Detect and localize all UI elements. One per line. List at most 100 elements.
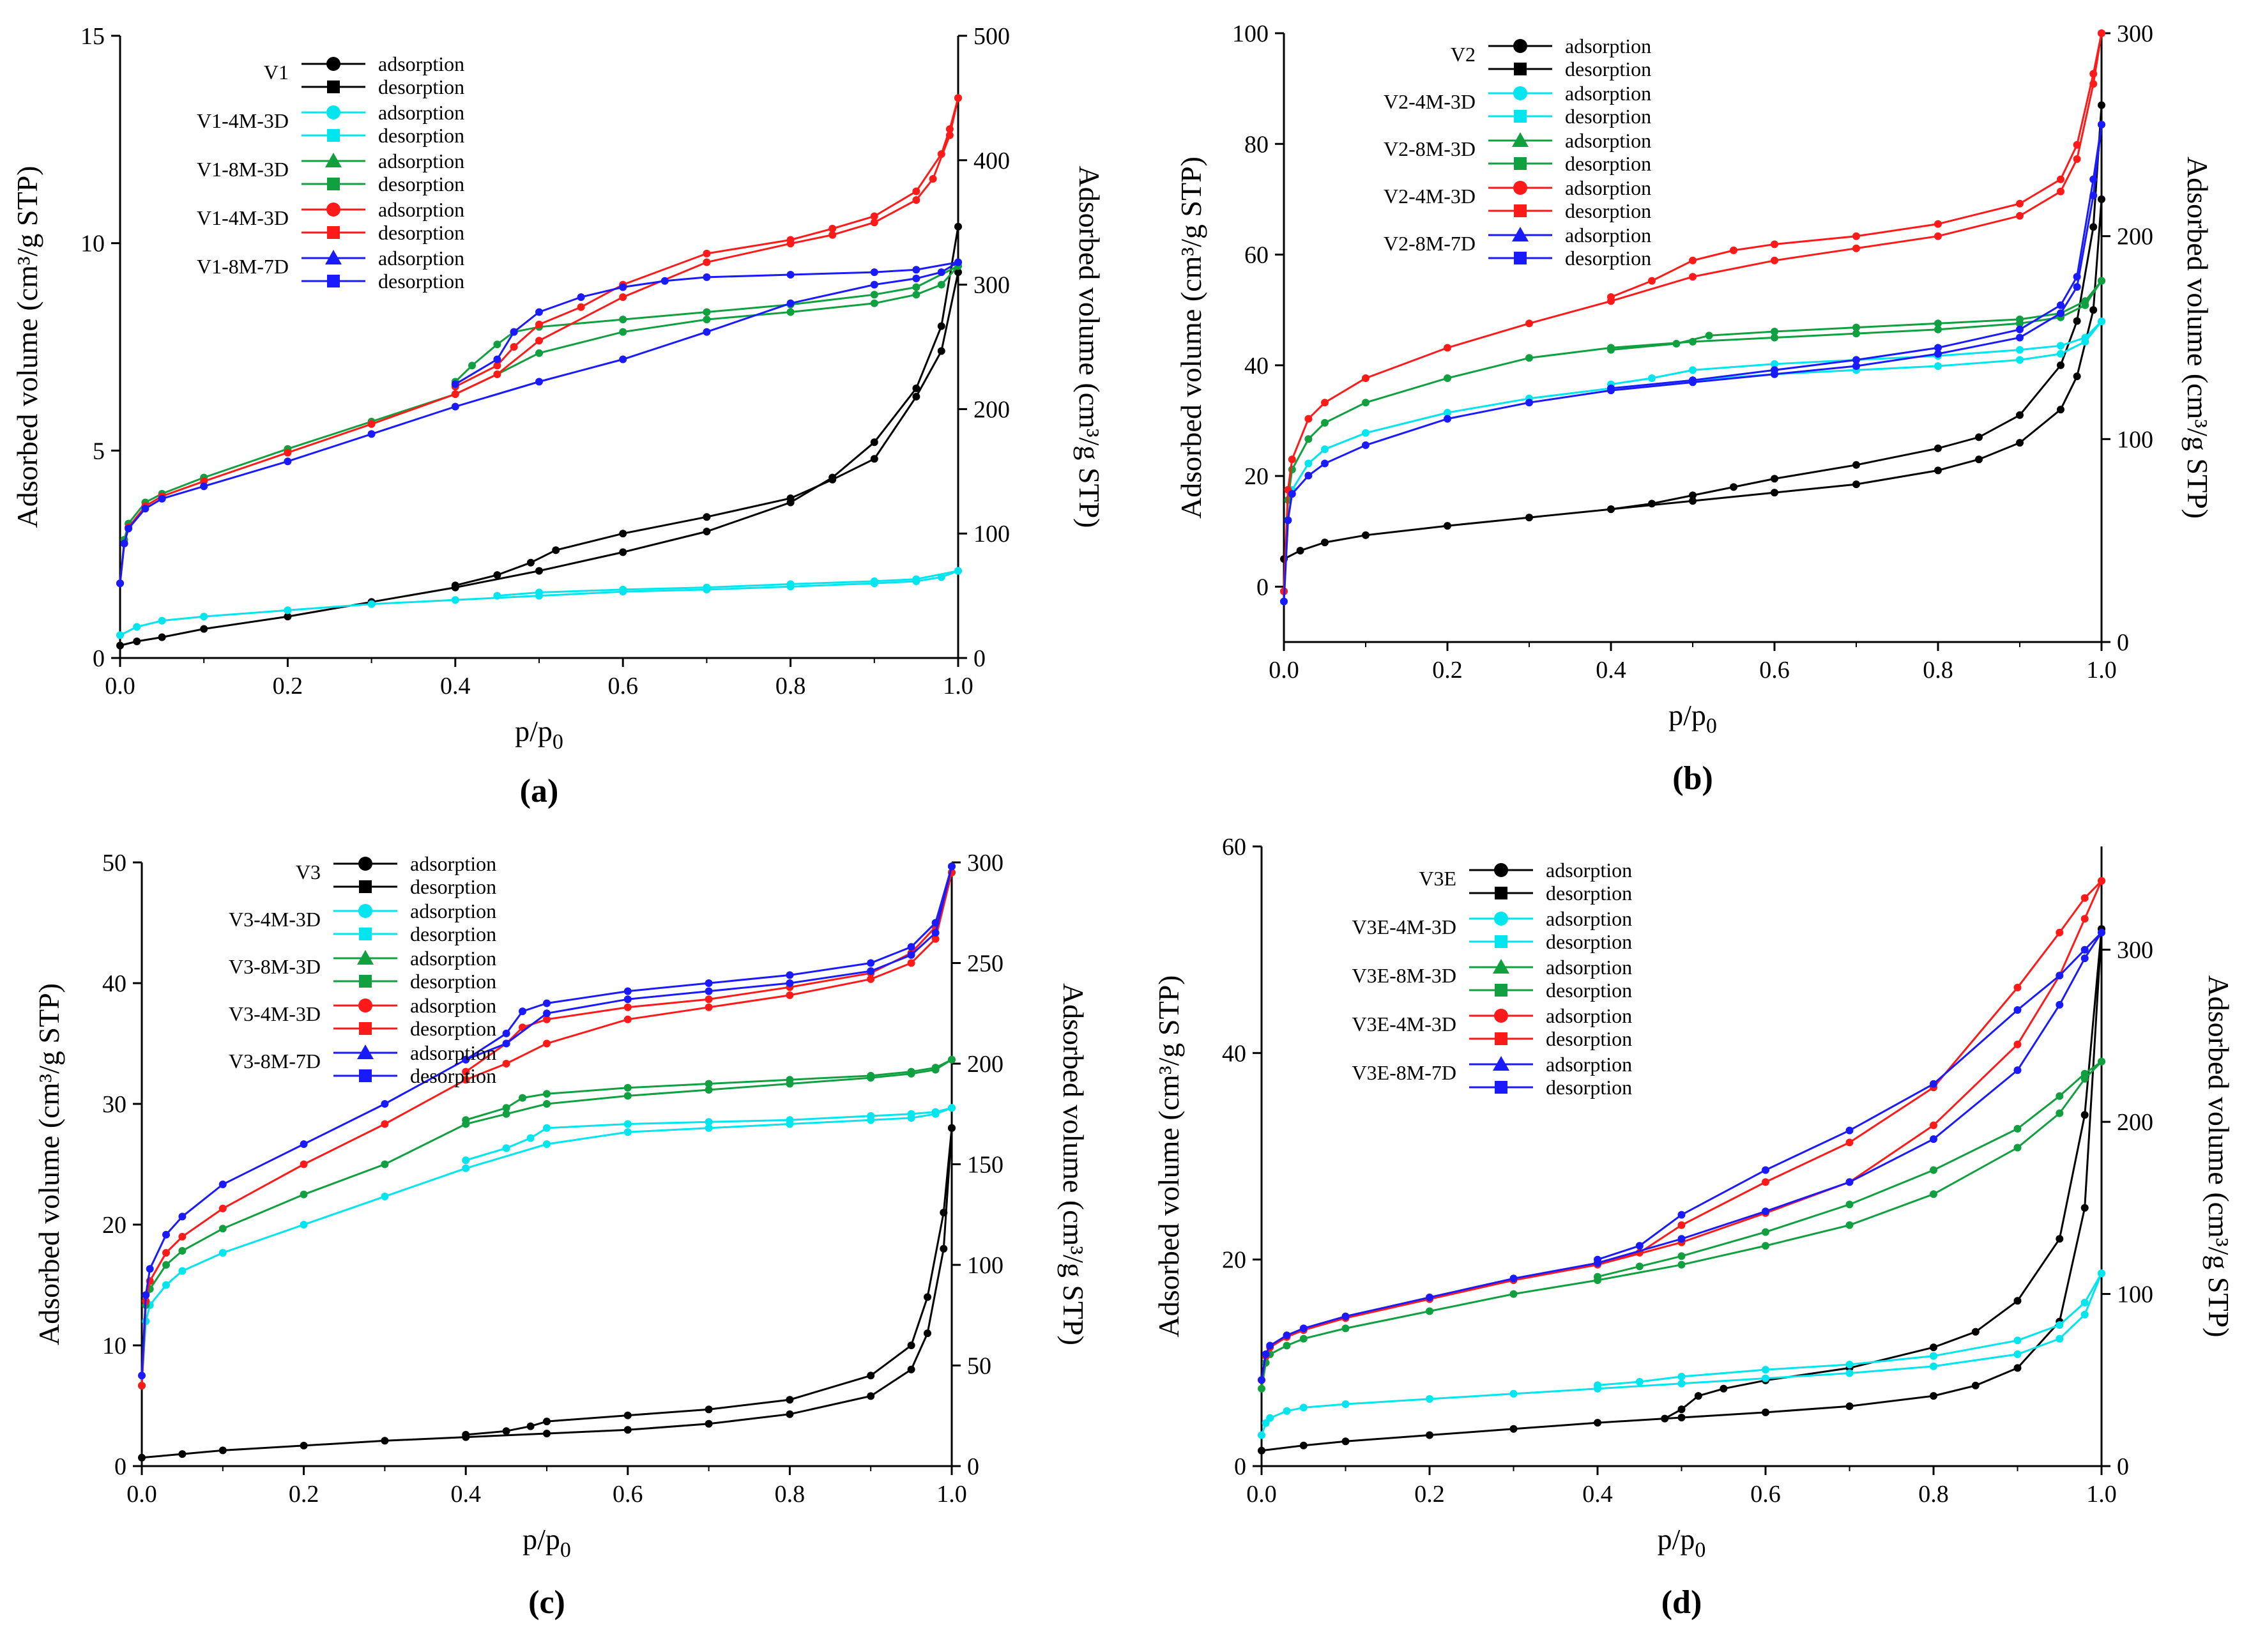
legend-des-label: desorption — [1546, 930, 1632, 953]
des-point — [912, 575, 920, 583]
ads-point — [2016, 356, 2024, 364]
des-curve — [465, 872, 953, 1073]
des-point — [948, 1055, 956, 1064]
ads-point — [1771, 256, 1778, 264]
des-point — [1852, 356, 1860, 364]
ads-point — [381, 1120, 389, 1128]
x-axis-title-subscript: 0 — [553, 730, 563, 754]
des-point — [1607, 293, 1615, 301]
ads-point — [451, 402, 459, 411]
legend-des-label: desorption — [1565, 247, 1651, 270]
ads-point — [1258, 1446, 1265, 1455]
ads-point — [141, 505, 149, 513]
ads-point — [116, 579, 124, 588]
x-tick-label: 0.0 — [1269, 657, 1299, 684]
ads-point — [1930, 1121, 1937, 1129]
ads-point — [1321, 399, 1329, 407]
legend-sample-name: V1 — [264, 61, 289, 84]
x-tick-label: 1.0 — [2086, 1481, 2117, 1508]
des-point — [577, 293, 585, 302]
y-right-tick-label: 200 — [967, 1051, 1003, 1078]
x-axis-title-subscript: 0 — [1706, 714, 1717, 738]
ads-curve — [1260, 931, 2103, 1380]
des-point — [510, 328, 518, 336]
des-point — [2089, 70, 2098, 78]
des-point — [543, 1418, 551, 1426]
des-point — [526, 558, 535, 567]
y-left-tick-label: 100 — [1232, 20, 1269, 47]
ads-point — [535, 378, 543, 386]
des-curve — [1597, 1060, 2102, 1278]
panel-label: (c) — [528, 1584, 565, 1621]
ads-point — [1426, 1431, 1433, 1439]
ads-point — [1284, 516, 1292, 524]
legend-des-label: desorption — [410, 1017, 496, 1040]
des-point — [2016, 325, 2024, 333]
x-axis-title: p/p0 — [523, 1523, 571, 1562]
legend-sample-name: V3E-8M-7D — [1352, 1061, 1456, 1084]
des-point — [535, 320, 543, 328]
chart-panel-a: 0.0 0.2 0.4 0.6 0.8 1.00510150100200300400500… — [11, 23, 1106, 809]
ads-point — [178, 1212, 187, 1221]
des-point — [2089, 175, 2098, 183]
des-point — [1762, 1178, 1769, 1186]
ads-point — [1280, 597, 1288, 606]
des-point — [1845, 1361, 1854, 1368]
ads-point — [1341, 1437, 1350, 1446]
legend-ads-label: adsorption — [1565, 34, 1651, 57]
ads-point — [1930, 1190, 1937, 1198]
legend-des-marker — [1495, 1032, 1507, 1045]
legend-ads-marker — [1512, 227, 1529, 241]
des-point — [2056, 1235, 2064, 1243]
ads-point — [2016, 211, 2024, 220]
ads-point — [200, 482, 208, 491]
y-axis-title-right: Adsorbed volume (cm³/g STP) — [2202, 975, 2235, 1337]
des-point — [1930, 1166, 1937, 1174]
des-curve — [466, 1128, 953, 1436]
ads-point — [1321, 445, 1329, 454]
legend-des-label: desorption — [1546, 979, 1632, 1002]
ads-point — [200, 625, 208, 633]
ads-point — [929, 175, 937, 183]
ads-point — [1934, 325, 1942, 333]
ads-point — [1934, 362, 1942, 370]
legend-des-label: desorption — [1546, 882, 1632, 905]
x-tick-label: 0.2 — [1414, 1481, 1445, 1508]
legend-des-marker — [327, 80, 340, 93]
x-tick-label: 0.6 — [607, 673, 638, 700]
des-curve — [1610, 280, 2103, 351]
series-v3e — [1258, 925, 2105, 1455]
x-tick-label: 0.6 — [1759, 657, 1790, 684]
des-point — [510, 343, 518, 351]
legend-sample-name: V1-4M-3D — [197, 206, 289, 229]
ads-point — [2013, 1350, 2022, 1358]
des-point — [526, 1134, 535, 1142]
x-axis-title: p/p0 — [1658, 1523, 1706, 1562]
ads-point — [867, 967, 875, 975]
legend-des-marker — [327, 275, 340, 287]
legend-ads-marker — [1493, 1056, 1509, 1071]
ads-point — [1689, 273, 1697, 281]
y-right-tick-label: 200 — [2117, 224, 2153, 250]
series-v3 — [138, 1124, 956, 1462]
ads-point — [786, 1410, 794, 1418]
y-right-tick-label: 200 — [2117, 1109, 2153, 1136]
ads-point — [2073, 372, 2081, 381]
ads-point — [931, 929, 940, 937]
des-point — [786, 236, 795, 244]
legend-des-marker — [1495, 984, 1507, 997]
ads-point — [1304, 435, 1313, 443]
des-point — [462, 1116, 470, 1124]
series-v3-4m-3d — [138, 1104, 956, 1389]
x-axis-title-subscript: 0 — [1695, 1538, 1705, 1562]
ads-point — [462, 1164, 470, 1172]
ads-curve — [1283, 124, 2103, 602]
legend-ads-label: adsorption — [378, 101, 464, 124]
y-left-tick-label: 20 — [102, 1212, 126, 1239]
ads-point — [493, 370, 501, 378]
des-point — [1594, 1255, 1601, 1264]
x-tick-label: 0.2 — [273, 673, 303, 700]
ads-point — [162, 1261, 170, 1269]
ads-point — [2089, 306, 2098, 314]
ads-point — [543, 1430, 551, 1437]
